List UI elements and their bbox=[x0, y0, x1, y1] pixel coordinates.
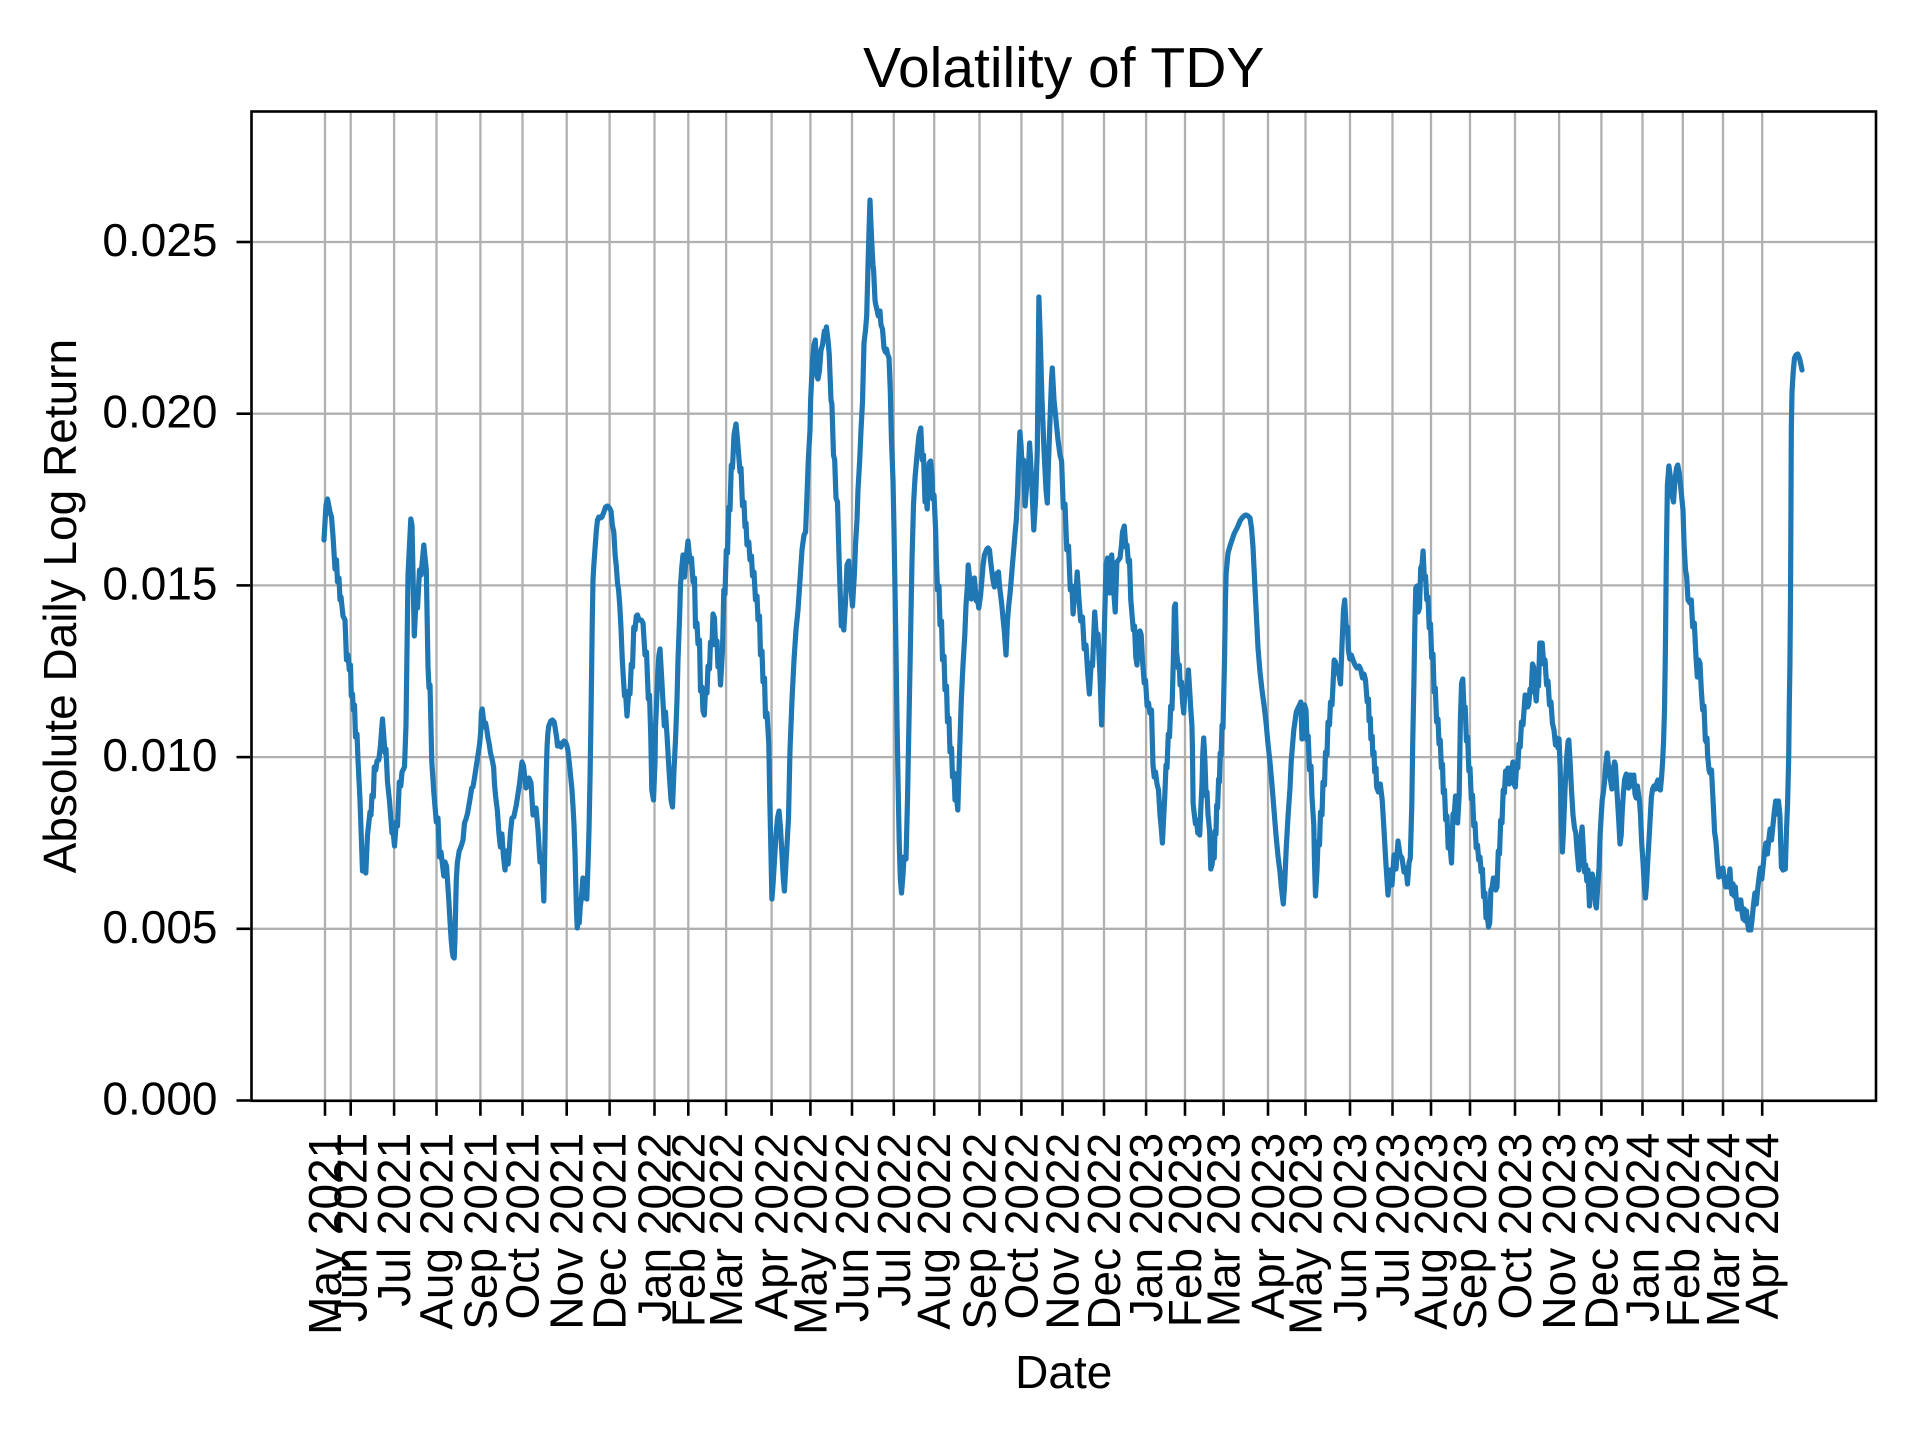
svg-text:Jul 2022: Jul 2022 bbox=[868, 1133, 920, 1307]
svg-text:Jun 2021: Jun 2021 bbox=[325, 1133, 377, 1322]
svg-text:Oct 2022: Oct 2022 bbox=[995, 1133, 1047, 1320]
svg-text:Apr 2024: Apr 2024 bbox=[1736, 1133, 1788, 1320]
svg-text:Apr 2022: Apr 2022 bbox=[746, 1133, 798, 1320]
svg-text:0.015: 0.015 bbox=[102, 557, 217, 609]
svg-text:Sep 2023: Sep 2023 bbox=[1444, 1133, 1496, 1330]
svg-text:Jan 2022: Jan 2022 bbox=[629, 1133, 681, 1322]
svg-text:Feb 2022: Feb 2022 bbox=[662, 1133, 714, 1327]
svg-text:Nov 2021: Nov 2021 bbox=[541, 1133, 593, 1330]
svg-text:Apr 2023: Apr 2023 bbox=[1242, 1133, 1294, 1320]
svg-text:Date: Date bbox=[1015, 1346, 1112, 1398]
svg-text:0.010: 0.010 bbox=[102, 729, 217, 781]
svg-text:May 2021: May 2021 bbox=[299, 1133, 351, 1335]
svg-text:Jan 2023: Jan 2023 bbox=[1120, 1133, 1172, 1322]
svg-text:Volatility of TDY: Volatility of TDY bbox=[863, 36, 1264, 100]
svg-text:0.005: 0.005 bbox=[102, 901, 217, 953]
svg-text:Oct 2023: Oct 2023 bbox=[1489, 1133, 1541, 1320]
svg-text:Mar 2023: Mar 2023 bbox=[1198, 1133, 1250, 1327]
svg-text:Nov 2022: Nov 2022 bbox=[1037, 1133, 1089, 1330]
svg-text:Nov 2023: Nov 2023 bbox=[1533, 1133, 1585, 1330]
svg-text:May 2022: May 2022 bbox=[784, 1133, 836, 1335]
svg-text:Feb 2024: Feb 2024 bbox=[1657, 1133, 1709, 1327]
svg-text:Dec 2021: Dec 2021 bbox=[584, 1133, 636, 1330]
svg-text:Aug 2023: Aug 2023 bbox=[1405, 1133, 1457, 1330]
svg-text:Jul 2021: Jul 2021 bbox=[368, 1133, 420, 1307]
svg-text:Dec 2022: Dec 2022 bbox=[1078, 1133, 1130, 1330]
svg-text:Feb 2023: Feb 2023 bbox=[1159, 1133, 1211, 1327]
svg-text:Absolute Daily Log Return: Absolute Daily Log Return bbox=[34, 339, 86, 873]
svg-text:Jun 2022: Jun 2022 bbox=[826, 1133, 878, 1322]
svg-text:Aug 2022: Aug 2022 bbox=[908, 1133, 960, 1330]
svg-text:0.020: 0.020 bbox=[102, 386, 217, 438]
svg-text:Jun 2023: Jun 2023 bbox=[1324, 1133, 1376, 1322]
svg-text:Dec 2023: Dec 2023 bbox=[1575, 1133, 1627, 1330]
svg-text:0.000: 0.000 bbox=[102, 1073, 217, 1125]
svg-text:Aug 2021: Aug 2021 bbox=[411, 1133, 463, 1330]
svg-text:Mar 2022: Mar 2022 bbox=[700, 1133, 752, 1327]
svg-text:Sep 2021: Sep 2021 bbox=[454, 1133, 506, 1330]
svg-text:Oct 2021: Oct 2021 bbox=[497, 1133, 549, 1320]
svg-text:Jan 2024: Jan 2024 bbox=[1617, 1133, 1669, 1322]
svg-text:Sep 2022: Sep 2022 bbox=[954, 1133, 1006, 1330]
svg-text:Jul 2023: Jul 2023 bbox=[1367, 1133, 1419, 1307]
svg-text:0.025: 0.025 bbox=[102, 214, 217, 266]
svg-text:Mar 2024: Mar 2024 bbox=[1697, 1133, 1749, 1327]
svg-text:May 2023: May 2023 bbox=[1280, 1133, 1332, 1335]
